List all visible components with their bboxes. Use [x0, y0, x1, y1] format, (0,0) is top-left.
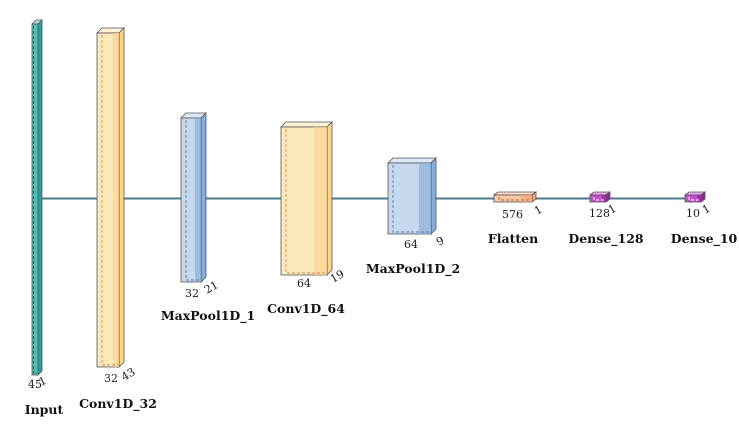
- block-shade-strip: [314, 127, 327, 275]
- block-side-face: [430, 157, 437, 235]
- layer-input-dim-a: 45: [28, 378, 42, 391]
- layer-input-label: Input: [25, 402, 64, 417]
- block-side-face: [326, 121, 333, 276]
- layer-conv1d-64: 64 19 Conv1D_64: [267, 121, 347, 317]
- layer-flatten-dim-a: 576: [502, 208, 523, 221]
- layer-flatten-label: Flatten: [488, 231, 538, 246]
- layer-maxpool1d-1-block: [180, 112, 207, 283]
- layer-input: 45 1 Input: [25, 19, 64, 417]
- layer-conv1d-64-dim-b: 19: [328, 267, 347, 285]
- layer-conv1d-64-label: Conv1D_64: [267, 301, 345, 317]
- block-shade-strip: [521, 195, 532, 202]
- block-hidden-edge: [688, 197, 700, 201]
- layer-dense-10: 10 1 Dense_10: [671, 191, 738, 247]
- layer-maxpool1d-2: 64 9 MaxPool1D_2: [366, 157, 460, 277]
- layer-dense-128-block: [588, 191, 612, 203]
- layer-conv1d-32-dim-b: 43: [119, 365, 138, 383]
- layer-dense-10-dim-b: 1: [700, 202, 713, 217]
- layer-flatten: 576 1 Flatten: [488, 191, 545, 246]
- layer-dense-10-dim-a: 10: [686, 207, 700, 220]
- layer-conv1d-32: 32 43 Conv1D_32: [79, 27, 157, 412]
- block-shade-strip: [195, 118, 201, 282]
- layer-conv1d-32-dim-a: 32: [104, 372, 118, 385]
- block-side-face: [200, 112, 207, 283]
- layer-maxpool1d-1-dim-a: 32: [185, 287, 199, 300]
- layer-conv1d-64-dim-a: 64: [297, 277, 311, 290]
- block-top-face: [387, 157, 437, 164]
- block-hidden-edge: [185, 120, 200, 281]
- layer-maxpool1d-1-dim-b: 21: [202, 278, 221, 296]
- block-shade-strip: [602, 195, 606, 202]
- layer-dense-10-label: Dense_10: [671, 231, 738, 247]
- layer-maxpool1d-1-label: MaxPool1D_1: [161, 308, 255, 324]
- layer-conv1d-32-label: Conv1D_32: [79, 396, 157, 412]
- layer-dense-10-block: [683, 191, 707, 203]
- block-shade-strip: [419, 163, 431, 234]
- block-top-face: [280, 121, 333, 128]
- block-shade-strip: [697, 195, 701, 202]
- layer-maxpool1d-2-dim-a: 64: [404, 238, 418, 251]
- block-shade-strip: [113, 33, 119, 367]
- layer-flatten-block: [492, 191, 538, 203]
- block-hidden-edge: [593, 197, 605, 201]
- block-hidden-edge: [285, 129, 326, 274]
- layer-input-block: [31, 19, 43, 376]
- layer-dense-128: 128 1 Dense_128: [568, 191, 644, 247]
- block-side-face: [118, 27, 125, 368]
- block-hidden-edge: [392, 165, 430, 233]
- layer-flatten-dim-b: 1: [532, 203, 545, 218]
- layer-dense-128-dim-a: 128: [589, 207, 610, 220]
- layer-input-dim-b: 1: [37, 374, 49, 389]
- layer-maxpool1d-2-label: MaxPool1D_2: [366, 261, 460, 277]
- block-hidden-edge: [498, 197, 531, 201]
- block-hidden-edge: [101, 35, 118, 366]
- layer-conv1d-64-block: [280, 121, 333, 276]
- block-top-face: [492, 191, 538, 196]
- layer-maxpool1d-1: 32 21 MaxPool1D_1: [161, 112, 255, 324]
- layer-conv1d-32-block: [96, 27, 125, 368]
- block-front-face: [31, 23, 39, 376]
- layer-maxpool1d-2-block: [387, 157, 437, 235]
- layer-dense-128-label: Dense_128: [568, 231, 644, 247]
- block-hidden-edge: [33, 26, 37, 374]
- layer-maxpool1d-2-dim-b: 9: [434, 234, 447, 249]
- block-side-face: [37, 19, 43, 376]
